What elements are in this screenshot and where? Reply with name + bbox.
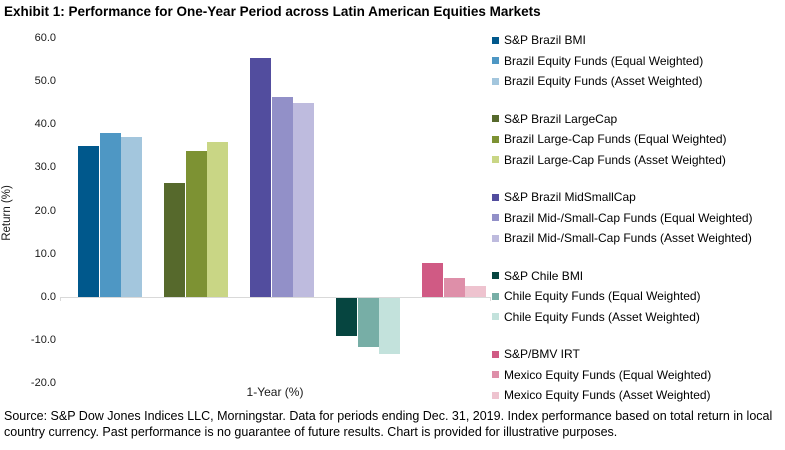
bar: [121, 136, 142, 297]
axis-line: [60, 296, 490, 298]
legend-group: S&P/BMV IRT Mexico Equity Funds (Equal We…: [492, 344, 784, 406]
x-axis-label: 1-Year (%): [246, 385, 304, 399]
legend-swatch-icon: [492, 313, 499, 321]
legend-item: S&P Brazil MidSmallCap: [492, 187, 784, 208]
legend-swatch-icon: [492, 36, 499, 44]
y-tick-label: -20.0: [30, 377, 56, 389]
legend-item: S&P/BMV IRT: [492, 344, 784, 365]
y-tick-label: 30.0: [34, 161, 56, 174]
bar: [422, 263, 443, 297]
source-footnote: Source: S&P Dow Jones Indices LLC, Morni…: [4, 409, 773, 440]
y-tick-label: -10.0: [30, 333, 56, 346]
legend-swatch-icon: [492, 272, 499, 280]
y-tick-label: 50.0: [34, 75, 56, 88]
y-tick-label: 20.0: [34, 204, 56, 217]
legend-item: S&P Chile BMI: [492, 266, 784, 287]
legend-label: Chile Equity Funds (Asset Weighted): [504, 309, 700, 324]
legend-label: Brazil Equity Funds (Equal Weighted): [504, 53, 704, 68]
bar: [250, 57, 271, 297]
legend-label: Brazil Mid-/Small-Cap Funds (Asset Weigh…: [504, 231, 752, 246]
y-axis-title-text: Return (%): [1, 184, 14, 241]
legend-label: Brazil Large-Cap Funds (Equal Weighted): [504, 132, 727, 147]
legend-swatch-icon: [492, 193, 499, 201]
legend-swatch-icon: [492, 214, 499, 222]
legend-swatch-icon: [492, 391, 499, 399]
legend-group: S&P Chile BMI Chile Equity Funds (Equal W…: [492, 266, 784, 328]
legend-label: Mexico Equity Funds (Equal Weighted): [504, 367, 712, 382]
legend-swatch-icon: [492, 292, 499, 300]
y-tick-label: 0.0: [40, 290, 56, 303]
y-tick-label: 10.0: [34, 247, 56, 260]
legend-swatch-icon: [492, 135, 499, 143]
legend-swatch-icon: [492, 57, 499, 65]
bar: [293, 102, 314, 297]
bar: [207, 141, 228, 297]
legend-group: S&P Brazil MidSmallCap Brazil Mid-/Small-…: [492, 187, 784, 249]
legend-swatch-icon: [492, 371, 499, 379]
bar: [164, 183, 185, 297]
legend-item: Brazil Mid-/Small-Cap Funds (Asset Weigh…: [492, 228, 784, 249]
legend-label: S&P Brazil LargeCap: [504, 111, 618, 126]
bar: [357, 296, 379, 347]
legend-item: Brazil Large-Cap Funds (Asset Weighted): [492, 150, 784, 171]
legend-item: S&P Brazil BMI: [492, 30, 784, 51]
legend-label: Brazil Mid-/Small-Cap Funds (Equal Weigh…: [504, 210, 753, 225]
legend-item: Brazil Equity Funds (Equal Weighted): [492, 51, 784, 72]
legend-label: Mexico Equity Funds (Asset Weighted): [504, 388, 711, 403]
legend-label: S&P Chile BMI: [504, 268, 584, 283]
bar: [271, 97, 293, 297]
legend-item: Chile Equity Funds (Equal Weighted): [492, 286, 784, 307]
bar: [99, 132, 121, 297]
legend-swatch-icon: [492, 115, 499, 123]
bar: [78, 145, 99, 297]
legend-item: S&P Brazil LargeCap: [492, 109, 784, 130]
legend-group: S&P Brazil BMI Brazil Equity Funds (Equal…: [492, 30, 784, 92]
legend-swatch-icon: [492, 234, 499, 242]
legend-item: Mexico Equity Funds (Asset Weighted): [492, 385, 784, 406]
legend-group: S&P Brazil LargeCap Brazil Large-Cap Fund…: [492, 109, 784, 171]
y-tick-label: 60.0: [34, 32, 56, 44]
axis-end-tick: [60, 296, 61, 301]
legend-label: Brazil Large-Cap Funds (Asset Weighted): [504, 152, 726, 167]
legend-label: Brazil Equity Funds (Asset Weighted): [504, 74, 703, 89]
bar: [443, 278, 465, 297]
plot-area: Return (%) 60.0 50.0 40.0 30.0 20.0 10.0 0.0 -1…: [0, 0, 491, 405]
legend-label: S&P/BMV IRT: [504, 347, 580, 362]
bar: [336, 296, 357, 337]
legend-item: Mexico Equity Funds (Equal Weighted): [492, 365, 784, 386]
legend-label: S&P Brazil MidSmallCap: [504, 190, 636, 205]
chart-title: Exhibit 1: Performance for One-Year Peri…: [4, 4, 541, 19]
legend-item: Chile Equity Funds (Asset Weighted): [492, 307, 784, 328]
legend-swatch-icon: [492, 156, 499, 164]
legend-item: Brazil Large-Cap Funds (Equal Weighted): [492, 129, 784, 150]
legend-swatch-icon: [492, 77, 499, 85]
axis-end-tick: [490, 296, 491, 301]
legend-swatch-icon: [492, 350, 499, 358]
legend-label: Chile Equity Funds (Equal Weighted): [504, 289, 701, 304]
y-tick-label: 40.0: [34, 118, 56, 131]
y-axis-title: Return (%): [0, 0, 15, 405]
bar: [185, 150, 207, 297]
legend: S&P Brazil BMI Brazil Equity Funds (Equal…: [492, 30, 784, 423]
bar: [465, 286, 486, 297]
legend-item: Brazil Mid-/Small-Cap Funds (Equal Weigh…: [492, 208, 784, 229]
legend-item: Brazil Equity Funds (Asset Weighted): [492, 71, 784, 92]
legend-label: S&P Brazil BMI: [504, 33, 586, 48]
bar: [379, 296, 400, 354]
